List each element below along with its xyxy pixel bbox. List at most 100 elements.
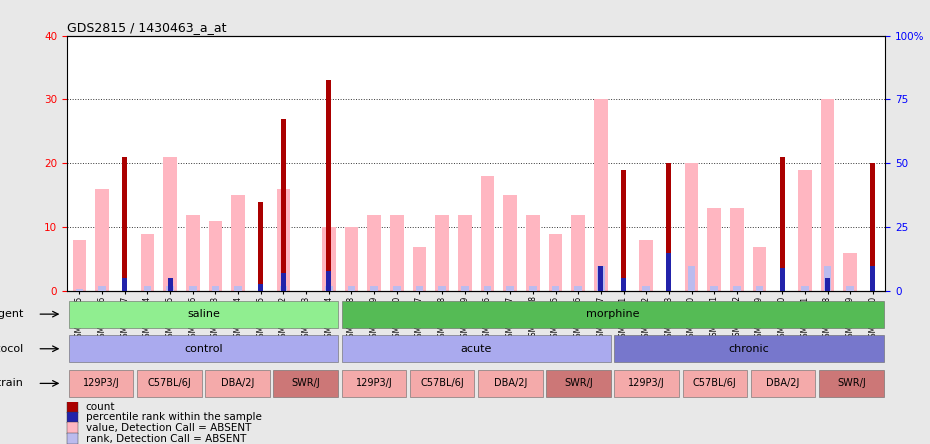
Bar bbox=[733, 286, 740, 291]
Bar bbox=[413, 246, 426, 291]
Bar bbox=[711, 286, 718, 291]
Bar bbox=[688, 266, 696, 291]
Bar bbox=[615, 370, 679, 397]
Bar bbox=[73, 240, 86, 291]
Bar bbox=[819, 370, 884, 397]
Bar bbox=[326, 286, 333, 291]
Bar bbox=[779, 268, 785, 291]
Bar bbox=[621, 278, 626, 291]
Bar bbox=[825, 278, 830, 291]
Text: protocol: protocol bbox=[0, 344, 23, 354]
Text: agent: agent bbox=[0, 309, 23, 319]
Text: saline: saline bbox=[187, 309, 219, 319]
Text: 129P3/J: 129P3/J bbox=[83, 378, 119, 388]
Bar bbox=[99, 286, 106, 291]
Text: C57BL/6J: C57BL/6J bbox=[693, 378, 737, 388]
Text: 129P3/J: 129P3/J bbox=[355, 378, 392, 388]
Bar bbox=[666, 253, 671, 291]
Text: strain: strain bbox=[0, 378, 23, 388]
Bar bbox=[684, 163, 698, 291]
Bar bbox=[341, 335, 611, 362]
Text: count: count bbox=[86, 402, 115, 412]
Bar bbox=[438, 286, 445, 291]
Bar bbox=[322, 227, 336, 291]
Bar bbox=[122, 157, 127, 291]
Text: DBA/2J: DBA/2J bbox=[494, 378, 527, 388]
Text: SWR/J: SWR/J bbox=[837, 378, 866, 388]
Bar bbox=[232, 195, 245, 291]
Text: control: control bbox=[184, 344, 222, 354]
Text: chronic: chronic bbox=[728, 344, 769, 354]
Bar bbox=[594, 99, 607, 291]
Bar bbox=[234, 286, 242, 291]
Bar bbox=[69, 301, 338, 328]
Text: SWR/J: SWR/J bbox=[291, 378, 320, 388]
Bar bbox=[348, 286, 355, 291]
Bar bbox=[435, 214, 449, 291]
Bar bbox=[345, 227, 358, 291]
Text: C57BL/6J: C57BL/6J bbox=[420, 378, 464, 388]
Bar bbox=[95, 189, 109, 291]
Bar bbox=[208, 221, 222, 291]
Bar bbox=[280, 286, 287, 291]
Bar bbox=[276, 189, 290, 291]
Bar bbox=[67, 412, 78, 423]
Bar bbox=[549, 234, 563, 291]
Bar bbox=[166, 286, 174, 291]
Bar bbox=[571, 214, 585, 291]
Bar bbox=[273, 370, 338, 397]
Bar bbox=[75, 289, 83, 291]
Bar bbox=[326, 271, 331, 291]
Text: 129P3/J: 129P3/J bbox=[629, 378, 665, 388]
Bar bbox=[683, 370, 747, 397]
Text: C57BL/6J: C57BL/6J bbox=[147, 378, 192, 388]
Bar bbox=[621, 170, 626, 291]
Bar bbox=[137, 370, 202, 397]
Text: percentile rank within the sample: percentile rank within the sample bbox=[86, 412, 261, 422]
Bar bbox=[281, 274, 286, 291]
Text: DBA/2J: DBA/2J bbox=[766, 378, 800, 388]
Bar bbox=[801, 286, 808, 291]
Bar bbox=[167, 278, 173, 291]
Bar bbox=[643, 286, 650, 291]
Bar bbox=[598, 266, 604, 291]
Bar bbox=[824, 266, 831, 291]
Text: acute: acute bbox=[460, 344, 492, 354]
Bar bbox=[551, 286, 559, 291]
Bar bbox=[507, 286, 514, 291]
Text: value, Detection Call = ABSENT: value, Detection Call = ABSENT bbox=[86, 423, 251, 433]
Bar bbox=[164, 157, 177, 291]
Bar bbox=[69, 335, 338, 362]
Bar bbox=[751, 370, 816, 397]
Bar bbox=[189, 286, 196, 291]
Bar bbox=[140, 234, 154, 291]
Bar bbox=[393, 286, 401, 291]
Bar bbox=[484, 286, 491, 291]
Bar bbox=[708, 208, 721, 291]
Bar bbox=[503, 195, 517, 291]
Bar bbox=[370, 286, 378, 291]
Bar bbox=[575, 286, 582, 291]
Bar bbox=[730, 208, 744, 291]
Bar bbox=[597, 266, 605, 291]
Bar bbox=[752, 246, 766, 291]
Bar bbox=[341, 301, 884, 328]
Bar bbox=[326, 80, 331, 291]
Bar bbox=[779, 157, 785, 291]
Text: rank, Detection Call = ABSENT: rank, Detection Call = ABSENT bbox=[86, 433, 246, 444]
Bar bbox=[259, 284, 263, 291]
Bar bbox=[206, 370, 270, 397]
Bar bbox=[844, 253, 857, 291]
Bar bbox=[798, 170, 812, 291]
Bar bbox=[526, 214, 539, 291]
Bar bbox=[870, 163, 875, 291]
Text: DBA/2J: DBA/2J bbox=[220, 378, 254, 388]
Bar bbox=[212, 286, 219, 291]
Bar bbox=[870, 266, 875, 291]
Text: morphine: morphine bbox=[586, 309, 639, 319]
Text: SWR/J: SWR/J bbox=[565, 378, 592, 388]
Bar bbox=[461, 286, 469, 291]
Bar bbox=[67, 401, 78, 413]
Bar bbox=[122, 278, 127, 291]
Bar bbox=[67, 422, 78, 434]
